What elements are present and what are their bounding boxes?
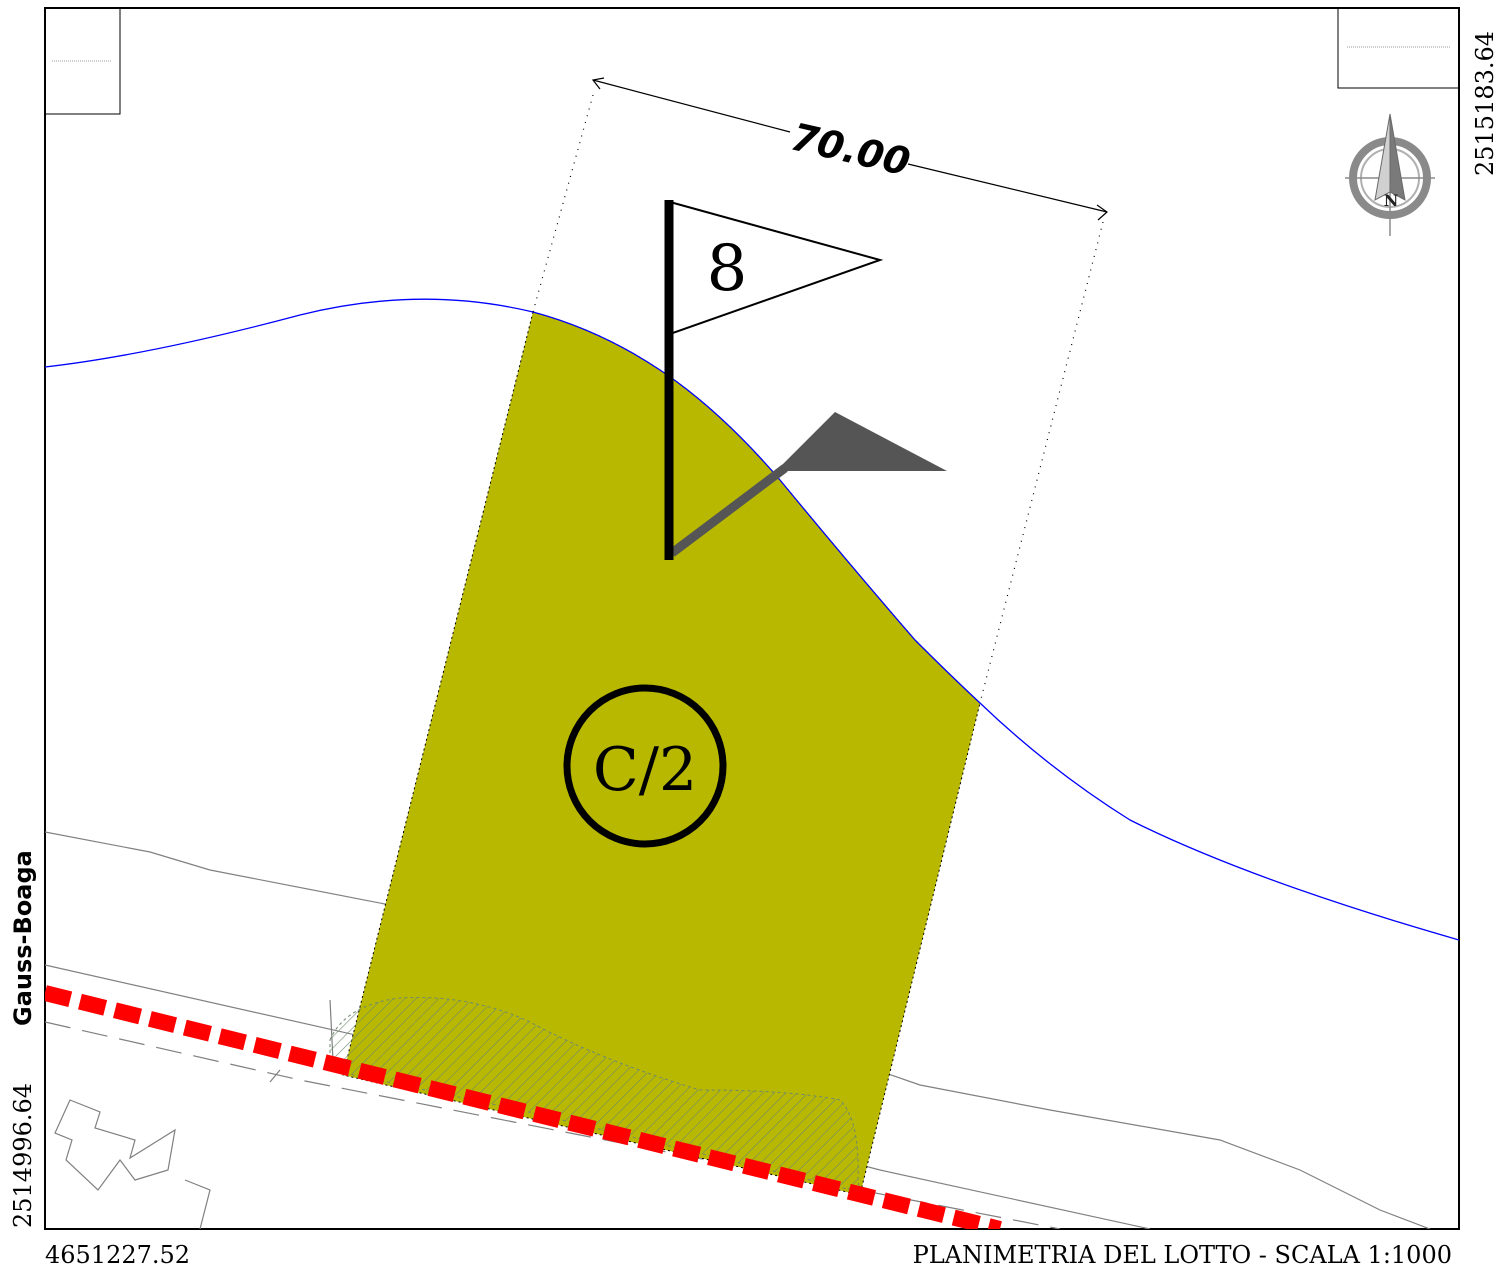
extension-line-left bbox=[532, 94, 594, 313]
lot-flag-shadow bbox=[669, 412, 947, 557]
zone-label-circle: C/2 bbox=[563, 684, 727, 848]
lot-number: 8 bbox=[707, 232, 748, 306]
road-boundary-line bbox=[45, 985, 1002, 1229]
building-outline bbox=[54, 1099, 211, 1229]
coord-top-right-northing: 2515183.64 bbox=[1471, 31, 1497, 176]
dimension-line bbox=[591, 77, 1108, 221]
map-title: PLANIMETRIA DEL LOTTO - SCALA 1:1000 bbox=[913, 1241, 1452, 1269]
crs-label: Gauss-Boaga bbox=[9, 850, 37, 1026]
blue-boundary-line bbox=[45, 298, 1459, 941]
inset-box-top-right bbox=[1337, 8, 1459, 89]
hatched-area bbox=[329, 997, 861, 1193]
coord-bottom-left-northing: 2514996.64 bbox=[9, 1083, 37, 1228]
coord-bottom-left-easting: 4651227.52 bbox=[45, 1241, 190, 1269]
north-arrow-icon: N bbox=[1345, 113, 1435, 236]
extension-line-right bbox=[979, 221, 1104, 704]
inset-box-top-left bbox=[45, 8, 121, 115]
north-label: N bbox=[1384, 191, 1399, 210]
zone-label: C/2 bbox=[593, 735, 697, 805]
lot-number-flag: 8 bbox=[664, 200, 884, 560]
